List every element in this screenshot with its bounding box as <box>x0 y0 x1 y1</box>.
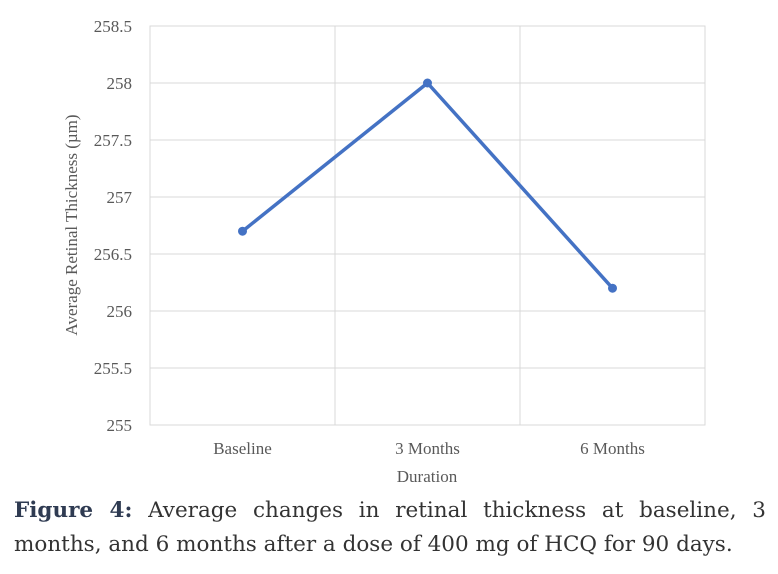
x-tick-labels: Baseline 3 Months 6 Months <box>213 439 645 458</box>
y-tick-labels: 255 255.5 256 256.5 257 257.5 258 258.5 <box>94 17 133 435</box>
y-tick-label: 256.5 <box>94 245 132 264</box>
data-point <box>608 283 617 293</box>
x-tick-label: 3 Months <box>395 439 460 458</box>
y-tick-label: 255.5 <box>94 359 132 378</box>
x-axis-title: Duration <box>397 467 458 486</box>
y-tick-label: 256 <box>107 302 133 321</box>
y-tick-label: 258 <box>107 74 133 93</box>
y-tick-label: 255 <box>107 416 133 435</box>
y-tick-label: 257.5 <box>94 131 132 150</box>
series-group <box>238 78 617 293</box>
x-tick-label: 6 Months <box>580 439 645 458</box>
x-tick-label: Baseline <box>213 439 272 458</box>
data-point <box>238 226 247 236</box>
y-tick-label: 257 <box>107 188 133 207</box>
figure-label: Figure 4: <box>14 498 133 523</box>
series-line <box>240 81 615 290</box>
line-chart: 255 255.5 256 256.5 257 257.5 258 258.5 Baselin… <box>62 17 706 486</box>
y-tick-label: 258.5 <box>94 17 132 36</box>
y-axis-title: Average Retinal Thickness (µm) <box>62 114 81 335</box>
figure-caption-text: Average changes in retinal thickness at … <box>14 498 766 557</box>
figure-caption: Figure 4: Average changes in retinal thi… <box>14 494 766 562</box>
data-point <box>423 78 432 88</box>
gridlines <box>149 25 706 426</box>
